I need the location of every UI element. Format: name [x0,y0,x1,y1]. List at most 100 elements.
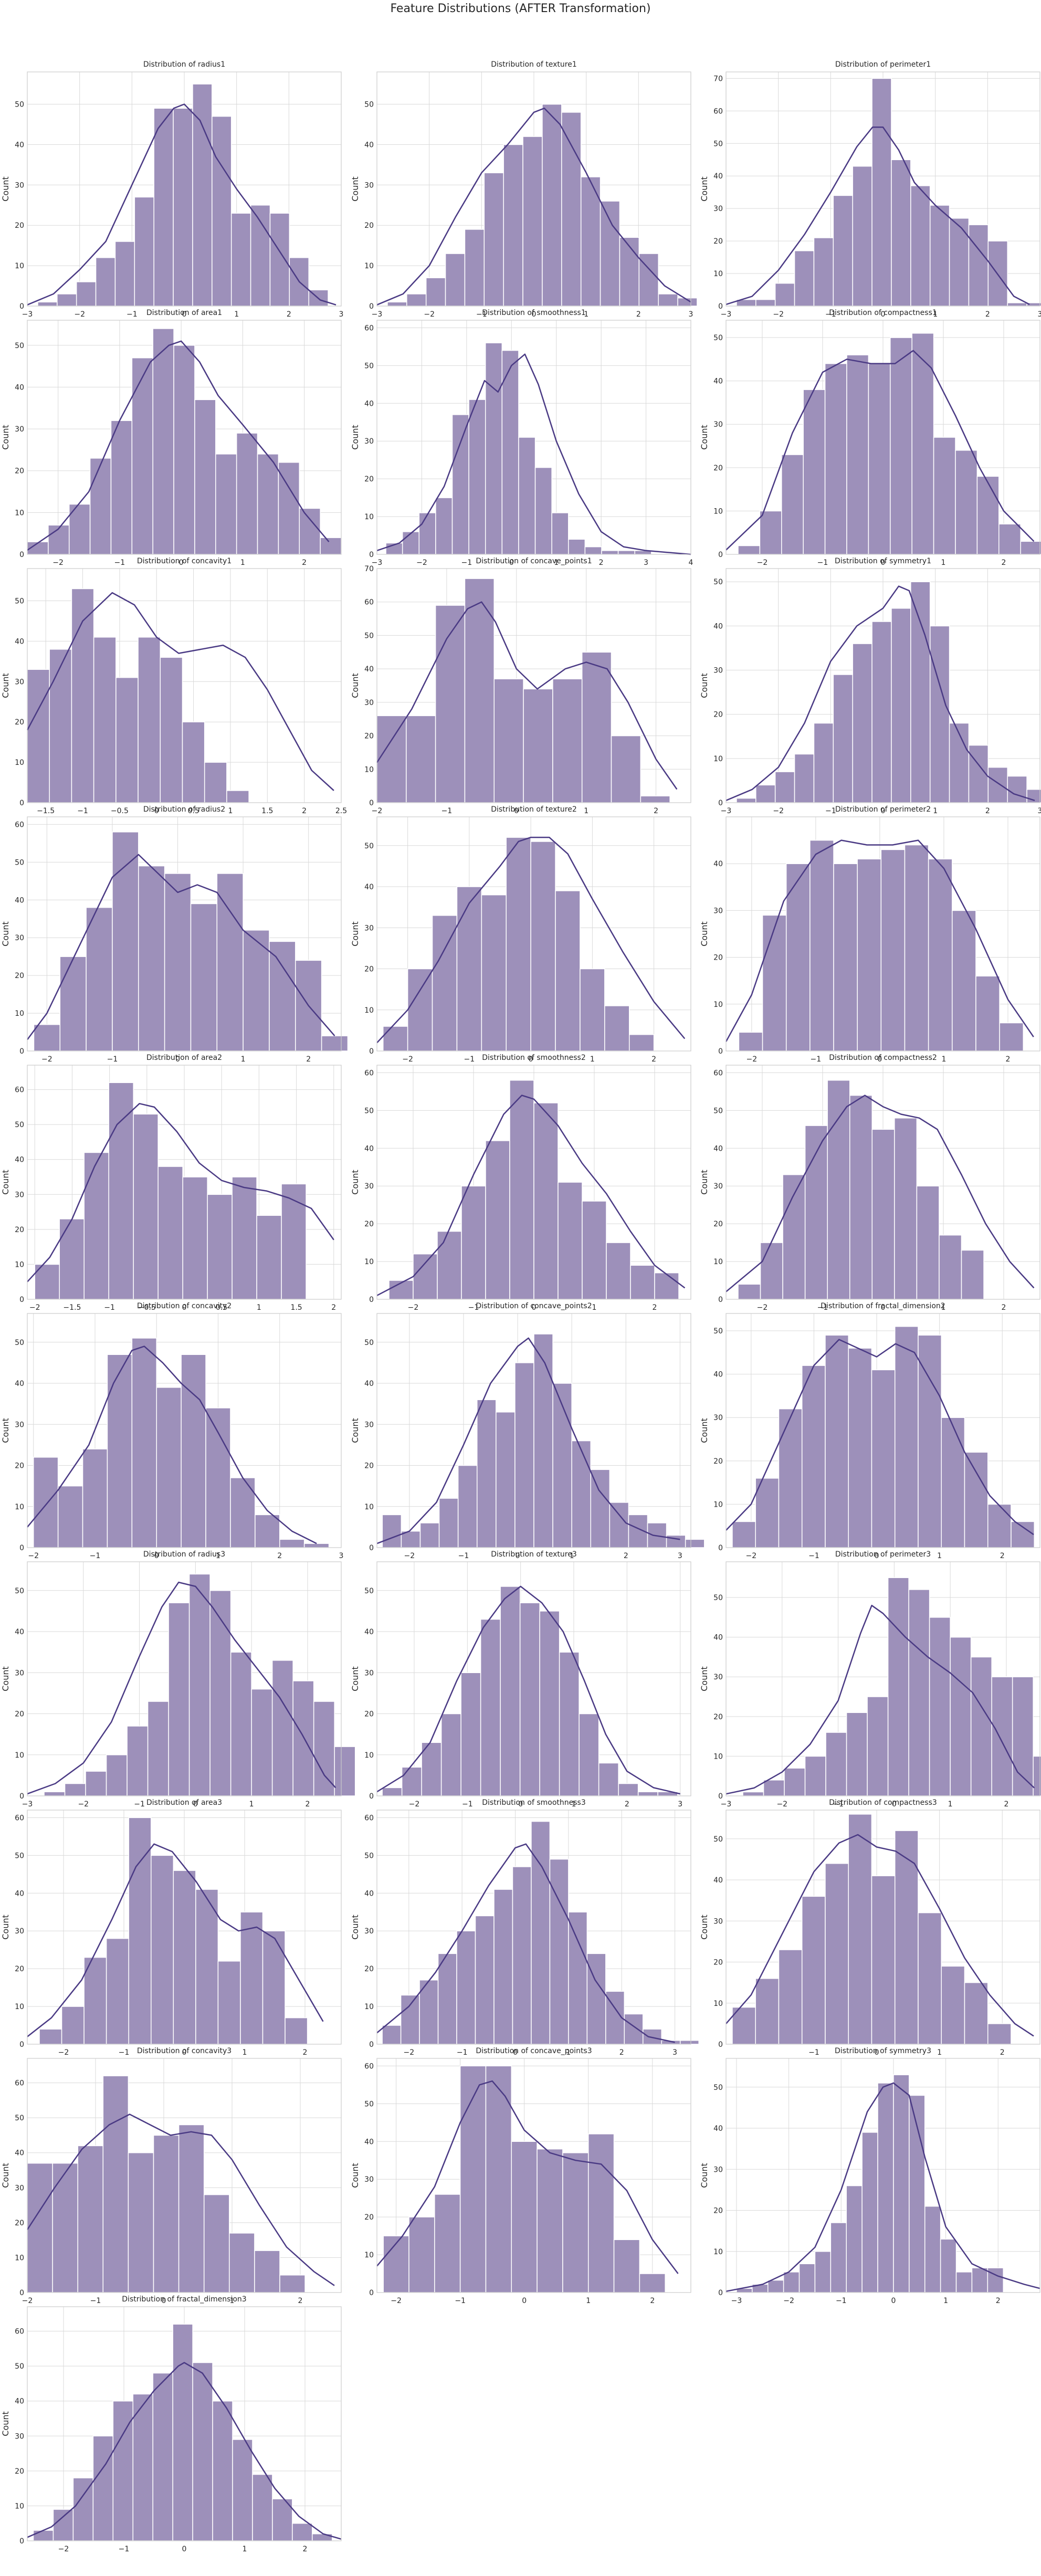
histogram-bar [637,1791,658,1796]
histogram-bar [530,841,556,1052]
histogram-bar [152,328,174,555]
x-tick-label: 0 [892,1800,897,1809]
y-tick-label: 50 [15,342,24,350]
y-tick-label: 20 [364,965,374,974]
histogram-bar [476,1399,497,1548]
histogram-bar [376,715,407,803]
histogram-bar [418,512,436,555]
histogram-bar [861,2132,878,2293]
histogram-bar [568,1911,588,2045]
y-tick-label: 30 [713,667,723,675]
y-tick-label: 50 [713,334,723,342]
x-tick-label: 0 [182,2545,187,2553]
y-tick-label: 0 [718,1544,723,1552]
histogram-bar [970,1656,992,1796]
y-tick-label: 50 [15,1121,24,1129]
histogram-bar [334,1746,356,1796]
histogram-bar [278,462,300,555]
histogram-bar [188,1573,211,1796]
subplot-title: Distribution of compactness1 [829,309,937,317]
y-tick-label: 60 [15,2328,24,2336]
subplot-title: Distribution of fractal_dimension3 [122,2295,246,2304]
histogram-bar [299,508,321,555]
histogram-bar [134,196,154,307]
y-tick-label: 40 [713,2125,723,2133]
y-tick-label: 20 [364,475,374,483]
y-tick-label: 50 [15,101,24,109]
histogram-bar [483,172,504,307]
y-tick-label: 50 [713,1835,723,1844]
histogram-bar [232,1176,257,1300]
histogram-bar [464,578,495,803]
histogram-bar [846,354,869,555]
y-tick-label: 20 [15,1462,24,1470]
histogram-bar [801,1896,826,2045]
histogram-bar [933,437,956,555]
x-tick-label: −3 [22,1800,33,1809]
histogram-bar [555,890,581,1052]
histogram-bar [419,1522,440,1548]
y-axis-label: Count [1,1170,10,1195]
histogram-bar [27,2162,53,2293]
x-tick-label: −2 [757,1303,768,1312]
histogram-bar [485,342,503,555]
y-axis-label: Count [699,673,709,698]
x-tick-label: 1 [590,1055,595,1064]
y-tick-label: 0 [369,2289,374,2297]
histogram-bar [755,1478,780,1548]
y-tick-label: 30 [713,1917,723,1926]
histogram-bar [256,1215,282,1300]
x-tick-label: 2 [331,1303,336,1312]
x-tick-label: 3 [672,2048,677,2057]
y-axis-label: Count [1,1915,10,1940]
histogram-bar [738,1032,763,1052]
histogram-bar [738,545,761,555]
histogram-bar [763,1780,785,1796]
histogram-bar [503,144,523,307]
histogram-bar [871,1369,896,1548]
figure-title: Feature Distributions (AFTER Transformat… [390,2,651,15]
x-tick-label: 1.5 [261,807,273,815]
x-tick-label: 1 [554,559,559,567]
y-tick-label: 50 [713,140,723,148]
histogram-bar [604,1005,630,1052]
x-tick-label: 0 [154,807,159,815]
y-tick-label: 50 [15,597,24,606]
histogram-bar [93,636,117,803]
plot-frame [725,2058,1040,2293]
y-tick-label: 50 [364,632,374,640]
histogram-bar [181,1354,206,1548]
y-tick-label: 20 [364,2213,374,2222]
histogram-bar [107,1354,133,1548]
x-tick-label: 1 [566,2048,571,2057]
histogram-bar [742,1791,764,1796]
y-axis-label: Count [350,1915,360,1940]
histogram-bar [138,636,161,803]
histogram-bar [582,1201,607,1300]
x-tick-label: 2 [996,2297,1001,2305]
y-tick-label: 30 [364,1182,374,1191]
y-tick-label: 20 [364,1220,374,1228]
histogram-bar [955,450,978,555]
histogram-bar [61,2006,85,2045]
y-axis-label: Count [1,2411,10,2436]
plot-frame [27,1561,342,1796]
histogram-bar [519,1602,540,1796]
histogram-bar [654,1272,679,1300]
histogram-bar [401,1767,422,1796]
histogram-bar [250,205,271,307]
histogram-bar [445,253,466,307]
x-tick-label: −1 [114,559,125,567]
histogram-bar [440,1713,461,1796]
histogram-bar [464,229,485,307]
x-tick-label: −1 [134,1800,145,1809]
x-tick-label: 0 [518,1800,523,1809]
y-tick-label: 0 [718,2041,723,2049]
y-tick-label: 50 [364,1107,374,1115]
kde-line [725,350,1035,551]
histogram-bar [215,454,237,555]
x-tick-label: 0 [875,2048,879,2057]
x-tick-label: −1 [107,1055,118,1064]
